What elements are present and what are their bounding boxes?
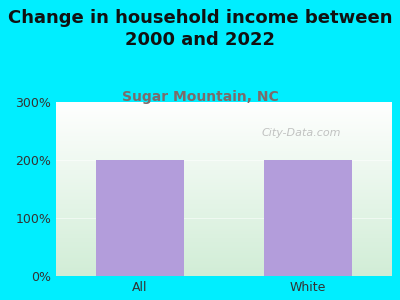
Text: City-Data.com: City-Data.com — [262, 128, 341, 138]
Text: Change in household income between
2000 and 2022: Change in household income between 2000 … — [8, 9, 392, 49]
Bar — [96, 160, 184, 276]
Bar — [264, 160, 352, 276]
Text: Sugar Mountain, NC: Sugar Mountain, NC — [122, 90, 278, 104]
